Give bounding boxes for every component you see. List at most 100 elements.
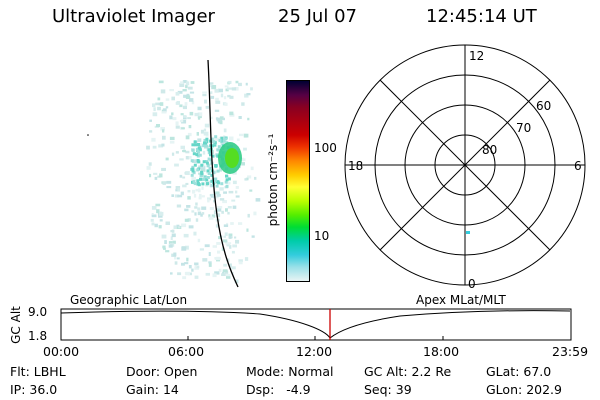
colorbar-tick-10: 10 — [314, 229, 330, 243]
aurora-pixel — [186, 257, 189, 262]
aurora-pixel — [173, 225, 177, 229]
x-tick-0000: 00:00 — [43, 344, 80, 359]
aurora-pixel — [254, 176, 257, 180]
aurora-pixel — [175, 102, 180, 105]
aurora-pixel — [177, 194, 183, 198]
glon-value: 202.9 — [526, 382, 562, 397]
aurora-pixel — [204, 99, 207, 104]
aurora-pixel — [212, 171, 216, 175]
aurora-pixel — [177, 187, 180, 192]
aurora-pixel — [220, 136, 224, 140]
star-dot — [87, 134, 89, 136]
aurora-pixel — [170, 236, 173, 240]
aurora-pixel — [181, 262, 185, 266]
aurora-pixel — [214, 181, 218, 184]
aurora-pixel — [193, 182, 197, 186]
aurora-pixel — [223, 224, 229, 227]
aurora-pixel — [209, 207, 214, 210]
aurora-pixel — [194, 262, 199, 266]
aurora-pixel — [179, 83, 185, 87]
aurora-pixel — [170, 272, 173, 275]
aurora-pixel — [172, 240, 176, 244]
aurora-pixel — [213, 199, 216, 203]
aurora-pixel — [231, 266, 236, 270]
aurora-pixel — [160, 102, 164, 106]
aurora-pixel — [158, 214, 163, 218]
aurora-pixel — [197, 146, 201, 150]
aurora-pixel — [174, 256, 177, 260]
aurora-pixel — [191, 268, 194, 272]
aurora-pixel — [203, 128, 207, 132]
aurora-pixel — [196, 168, 200, 172]
aurora-pixel — [193, 194, 197, 198]
aurora-pixel — [161, 143, 165, 147]
aurora-pixel — [201, 182, 205, 186]
dsp-value: -4.9 — [278, 382, 311, 397]
aurora-pixel — [209, 184, 213, 188]
aurora-pixel — [198, 196, 202, 200]
aurora-pixel — [191, 169, 195, 173]
plot-frame — [60, 308, 572, 341]
aurora-pixel — [179, 158, 184, 161]
aurora-pixel — [223, 239, 228, 243]
aurora-pixel — [205, 272, 210, 276]
aurora-pixel — [176, 257, 180, 260]
aurora-pixel — [216, 154, 220, 158]
aurora-pixel — [196, 159, 200, 162]
aurora-pixel — [227, 206, 232, 209]
aurora-pixel — [201, 195, 205, 198]
aurora-pixel — [159, 219, 163, 222]
aurora-pixel — [209, 153, 212, 157]
aurora-pixel — [155, 203, 161, 207]
aurora-pixel — [159, 173, 163, 178]
aurora-pixel — [227, 87, 232, 90]
aurora-pixel — [244, 93, 249, 98]
aurora-pixel — [187, 86, 193, 90]
observation-time: 12:45:14 UT — [426, 6, 537, 27]
aurora-pixel — [212, 140, 216, 144]
aurora-pixel — [200, 129, 204, 134]
aurora-pixel — [170, 230, 173, 233]
gc-alt-value: 2.2 Re — [411, 364, 452, 379]
aurora-pixel — [224, 85, 229, 88]
aurora-pixel — [175, 121, 179, 126]
aurora-pixel — [192, 189, 196, 194]
aurora-pixel — [171, 229, 175, 233]
aurora-pixel — [206, 182, 209, 186]
aurora-pixel — [188, 272, 192, 276]
aurora-pixel — [203, 176, 207, 180]
aurora-pixel — [191, 165, 195, 169]
aurora-pixel — [165, 250, 170, 253]
aurora-pixel — [247, 175, 252, 179]
aurora-pixel — [222, 269, 228, 273]
aurora-pixel — [169, 115, 173, 120]
aurora-pixel — [187, 132, 192, 137]
aurora-pixel — [205, 161, 209, 165]
aurora-pixel — [231, 87, 237, 91]
aurora-pixel — [148, 162, 152, 166]
aurora-pixel — [196, 179, 200, 183]
aurora-pixel — [194, 112, 200, 117]
aurora-pixel — [234, 236, 237, 239]
aurora-pixel — [153, 107, 156, 112]
aurora-pixel — [197, 106, 202, 111]
aurora-pixel — [215, 195, 219, 199]
aurora-pixel — [201, 186, 204, 190]
aurora-pixel — [216, 242, 221, 245]
door-value: Open — [164, 364, 198, 379]
aurora-pixel — [206, 176, 210, 179]
aurora-pixel — [238, 261, 243, 265]
colorbar-gradient — [287, 81, 309, 281]
aurora-pixel — [146, 145, 150, 150]
aurora-pixel — [246, 228, 249, 232]
aurora-pixel — [185, 271, 190, 276]
aurora-pixel — [208, 139, 212, 143]
aurora-pixel — [199, 248, 204, 251]
aurora-pixel — [195, 153, 199, 157]
aurora-pixel — [189, 91, 195, 94]
aurora-pixel — [195, 147, 199, 151]
aurora-pixel — [243, 133, 249, 138]
aurora-pixel — [228, 235, 232, 239]
aurora-pixel — [146, 166, 151, 170]
aurora-pixel — [241, 162, 245, 166]
